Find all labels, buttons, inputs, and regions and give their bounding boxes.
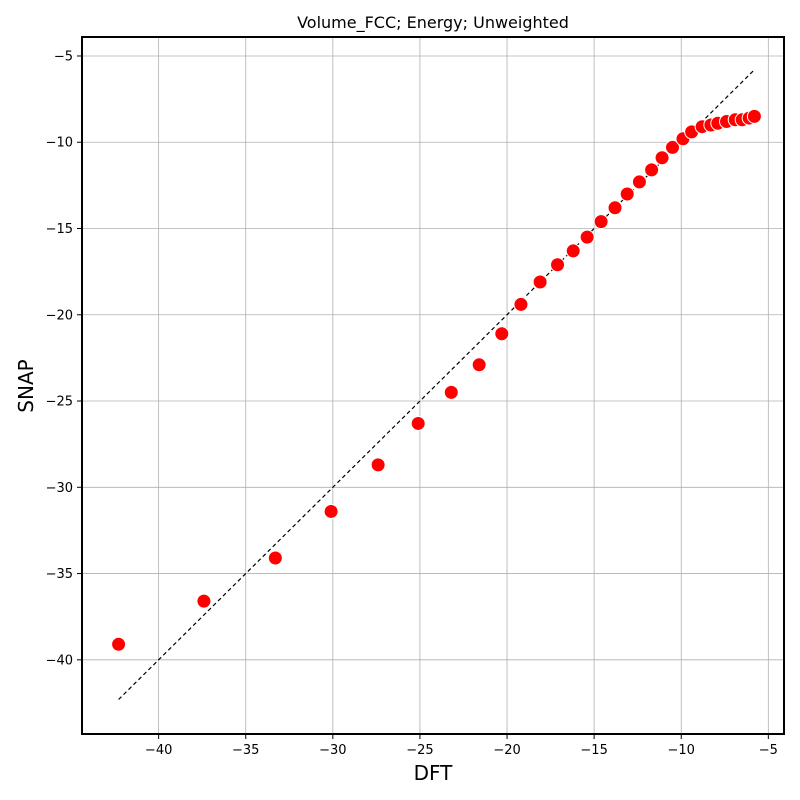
data-point bbox=[532, 274, 548, 290]
data-point bbox=[513, 296, 529, 312]
data-point bbox=[619, 186, 635, 202]
data-point bbox=[267, 550, 283, 566]
x-tick-label: −35 bbox=[232, 743, 259, 758]
data-point bbox=[654, 150, 670, 166]
y-tick-label: −40 bbox=[46, 653, 73, 668]
y-axis-ticks: −40 −35 −30 −25 −20 −15 −10 −5 bbox=[46, 49, 82, 668]
y-tick-label: −20 bbox=[46, 308, 73, 323]
data-point bbox=[644, 162, 660, 178]
grid bbox=[82, 37, 784, 734]
data-point bbox=[370, 457, 386, 473]
data-point bbox=[471, 357, 487, 373]
data-point bbox=[443, 384, 459, 400]
y-tick-label: −15 bbox=[46, 222, 73, 237]
x-tick-label: −20 bbox=[493, 743, 520, 758]
data-point bbox=[665, 139, 681, 155]
x-tick-label: −40 bbox=[145, 743, 172, 758]
data-point bbox=[593, 214, 609, 230]
data-point bbox=[565, 243, 581, 259]
data-point bbox=[579, 229, 595, 245]
y-tick-label: −35 bbox=[46, 567, 73, 582]
data-point bbox=[196, 593, 212, 609]
data-point bbox=[607, 200, 623, 216]
data-points bbox=[111, 108, 762, 652]
data-point bbox=[111, 636, 127, 652]
data-point bbox=[410, 415, 426, 431]
data-point bbox=[323, 503, 339, 519]
y-axis-label: SNAP bbox=[14, 359, 38, 412]
y-tick-label: −5 bbox=[54, 49, 73, 64]
y-tick-label: −10 bbox=[46, 136, 73, 151]
y-tick-label: −30 bbox=[46, 481, 73, 496]
data-point bbox=[550, 257, 566, 273]
x-tick-label: −10 bbox=[668, 743, 695, 758]
x-axis-label: DFT bbox=[414, 761, 454, 785]
x-tick-label: −5 bbox=[759, 743, 778, 758]
data-point bbox=[746, 108, 762, 124]
x-tick-label: −15 bbox=[580, 743, 607, 758]
data-point bbox=[494, 326, 510, 342]
x-axis-ticks: −40 −35 −30 −25 −20 −15 −10 −5 bbox=[145, 734, 778, 758]
chart-title: Volume_FCC; Energy; Unweighted bbox=[297, 13, 569, 33]
x-tick-label: −25 bbox=[406, 743, 433, 758]
data-point bbox=[631, 174, 647, 190]
plot-frame bbox=[81, 36, 785, 735]
y-tick-label: −25 bbox=[46, 395, 73, 410]
x-tick-label: −30 bbox=[319, 743, 346, 758]
